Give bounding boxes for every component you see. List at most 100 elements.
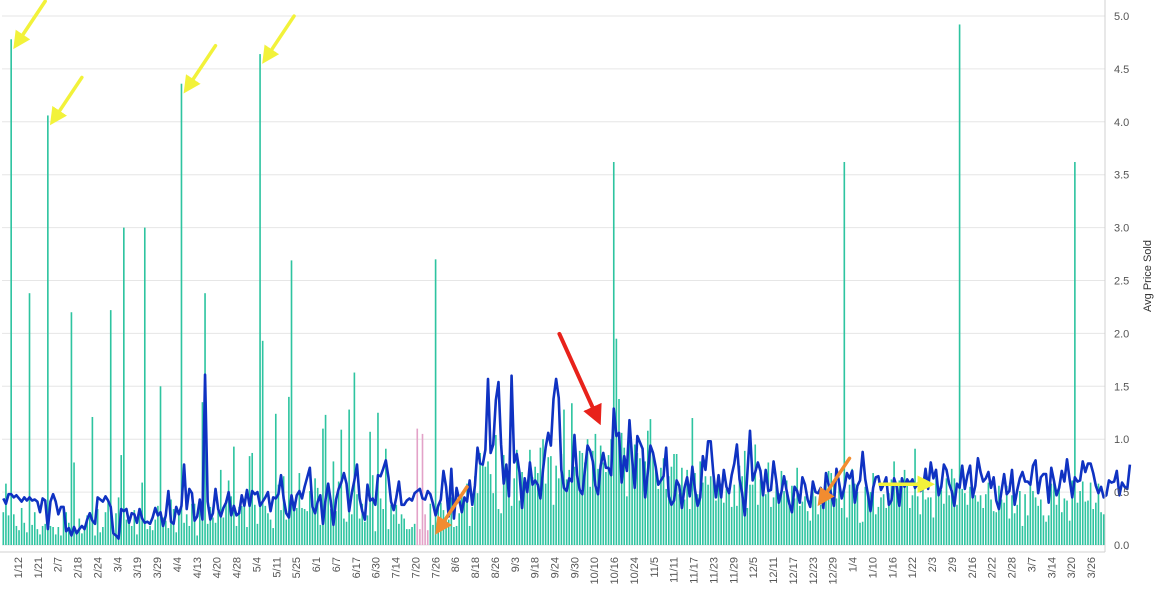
bar bbox=[639, 458, 641, 545]
bar bbox=[919, 514, 922, 545]
bar bbox=[212, 517, 214, 545]
x-tick-label: 3/29 bbox=[152, 557, 164, 578]
bar bbox=[222, 517, 225, 545]
x-tick-label: 6/30 bbox=[371, 557, 383, 578]
bar bbox=[757, 504, 759, 545]
bar bbox=[309, 491, 311, 545]
bar bbox=[96, 509, 99, 545]
bar bbox=[898, 480, 901, 545]
bar bbox=[911, 495, 914, 545]
x-tick-label: 3/14 bbox=[1046, 557, 1058, 578]
bar bbox=[895, 482, 898, 545]
x-tick-label: 12/29 bbox=[828, 557, 840, 585]
x-tick-label: 1/10 bbox=[868, 557, 880, 578]
bar bbox=[10, 39, 12, 545]
bar bbox=[660, 467, 662, 545]
bar bbox=[801, 501, 804, 545]
bar bbox=[848, 484, 851, 545]
bar bbox=[400, 514, 403, 545]
bar bbox=[1016, 504, 1019, 545]
bar bbox=[974, 495, 977, 545]
bar bbox=[576, 477, 578, 545]
bar bbox=[1011, 495, 1013, 545]
bar bbox=[196, 535, 198, 545]
bar bbox=[424, 514, 426, 545]
bar bbox=[536, 473, 539, 545]
x-tick-label: 3/4 bbox=[112, 557, 124, 572]
bar bbox=[178, 514, 180, 545]
bar bbox=[57, 527, 60, 545]
bar bbox=[1102, 514, 1105, 545]
bar bbox=[691, 418, 694, 545]
bar bbox=[618, 398, 620, 545]
bar bbox=[1074, 162, 1076, 545]
bar bbox=[712, 477, 715, 545]
bar bbox=[102, 527, 104, 545]
bar bbox=[280, 510, 282, 545]
bar bbox=[628, 437, 631, 545]
x-tick-label: 8/18 bbox=[470, 557, 482, 578]
bar bbox=[434, 259, 437, 545]
bar bbox=[463, 501, 466, 545]
x-tick-label: 11/11 bbox=[669, 557, 681, 583]
bar bbox=[183, 522, 185, 545]
bar bbox=[550, 456, 552, 545]
bar bbox=[28, 293, 31, 545]
bar bbox=[157, 505, 159, 545]
bar bbox=[945, 478, 948, 545]
bar bbox=[804, 496, 806, 545]
bar bbox=[479, 452, 481, 545]
bar bbox=[667, 476, 670, 545]
bar bbox=[453, 527, 455, 545]
bar bbox=[631, 458, 633, 545]
bar bbox=[120, 455, 123, 545]
bar bbox=[128, 518, 130, 545]
bar bbox=[214, 522, 217, 545]
bar bbox=[846, 517, 848, 545]
bar bbox=[466, 483, 468, 545]
bar bbox=[859, 522, 861, 545]
bar bbox=[730, 506, 733, 545]
bar bbox=[762, 481, 764, 545]
bar bbox=[694, 473, 696, 545]
bar bbox=[958, 24, 961, 546]
bar bbox=[1042, 515, 1045, 545]
bar bbox=[243, 506, 246, 545]
bar bbox=[704, 476, 707, 545]
x-tick-label: 12/23 bbox=[808, 557, 820, 585]
bar bbox=[715, 500, 717, 545]
y-tick-label: 3.5 bbox=[1114, 170, 1129, 182]
bar bbox=[644, 461, 647, 545]
bar bbox=[458, 513, 460, 545]
bar bbox=[364, 521, 366, 545]
x-tick-label: 4/4 bbox=[172, 557, 184, 572]
bar bbox=[568, 469, 571, 545]
bar bbox=[979, 495, 982, 545]
bar bbox=[12, 514, 15, 545]
bar bbox=[636, 452, 639, 545]
bar bbox=[767, 462, 770, 545]
bar bbox=[620, 432, 623, 545]
bar bbox=[293, 501, 295, 545]
bar bbox=[81, 533, 83, 545]
bar bbox=[502, 455, 505, 545]
bar bbox=[474, 476, 476, 545]
bar bbox=[793, 498, 796, 545]
bar bbox=[348, 409, 350, 545]
bar bbox=[835, 498, 838, 545]
bar bbox=[130, 525, 133, 545]
bar bbox=[88, 512, 91, 545]
bar bbox=[780, 470, 783, 545]
bar bbox=[788, 504, 791, 545]
bar bbox=[534, 466, 536, 545]
bar bbox=[217, 511, 219, 545]
bar bbox=[18, 530, 20, 545]
bar bbox=[665, 488, 667, 545]
bar bbox=[725, 488, 728, 545]
bar bbox=[796, 467, 798, 545]
bar bbox=[544, 483, 547, 545]
bar bbox=[395, 504, 398, 545]
bar bbox=[683, 499, 686, 545]
bar bbox=[867, 494, 869, 545]
